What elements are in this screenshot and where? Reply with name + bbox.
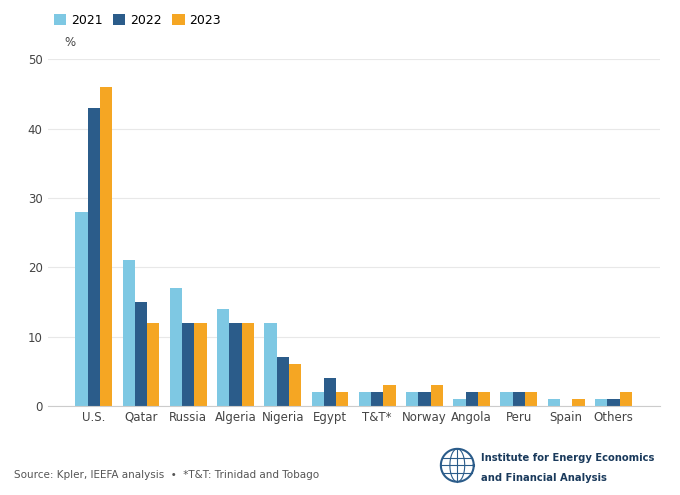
- Bar: [75, 212, 88, 406]
- Bar: [430, 385, 443, 406]
- Bar: [311, 392, 324, 406]
- Bar: [277, 357, 289, 406]
- Bar: [147, 323, 160, 406]
- Text: and Financial Analysis: and Financial Analysis: [481, 473, 607, 483]
- Bar: [607, 399, 619, 406]
- Bar: [336, 392, 348, 406]
- Bar: [513, 392, 525, 406]
- Bar: [619, 392, 632, 406]
- Bar: [88, 108, 100, 406]
- Bar: [466, 392, 478, 406]
- Bar: [182, 323, 194, 406]
- Bar: [547, 399, 560, 406]
- Bar: [359, 392, 371, 406]
- Bar: [406, 392, 418, 406]
- Bar: [170, 288, 182, 406]
- Bar: [418, 392, 430, 406]
- Bar: [289, 364, 301, 406]
- Text: %: %: [65, 36, 75, 49]
- Bar: [241, 323, 254, 406]
- Text: Source: Kpler, IEEFA analysis  •  *T&T: Trinidad and Tobago: Source: Kpler, IEEFA analysis • *T&T: Tr…: [14, 470, 319, 480]
- Bar: [324, 378, 336, 406]
- Bar: [595, 399, 607, 406]
- Bar: [194, 323, 207, 406]
- Bar: [384, 385, 396, 406]
- Bar: [573, 399, 585, 406]
- Bar: [217, 309, 229, 406]
- Bar: [229, 323, 241, 406]
- Bar: [122, 260, 135, 406]
- Bar: [265, 323, 277, 406]
- Bar: [500, 392, 513, 406]
- Text: Institute for Energy Economics: Institute for Energy Economics: [481, 453, 654, 463]
- Bar: [454, 399, 466, 406]
- Bar: [371, 392, 384, 406]
- Bar: [525, 392, 537, 406]
- Legend: 2021, 2022, 2023: 2021, 2022, 2023: [54, 14, 221, 27]
- Bar: [135, 302, 147, 406]
- Bar: [100, 87, 112, 406]
- Bar: [478, 392, 490, 406]
